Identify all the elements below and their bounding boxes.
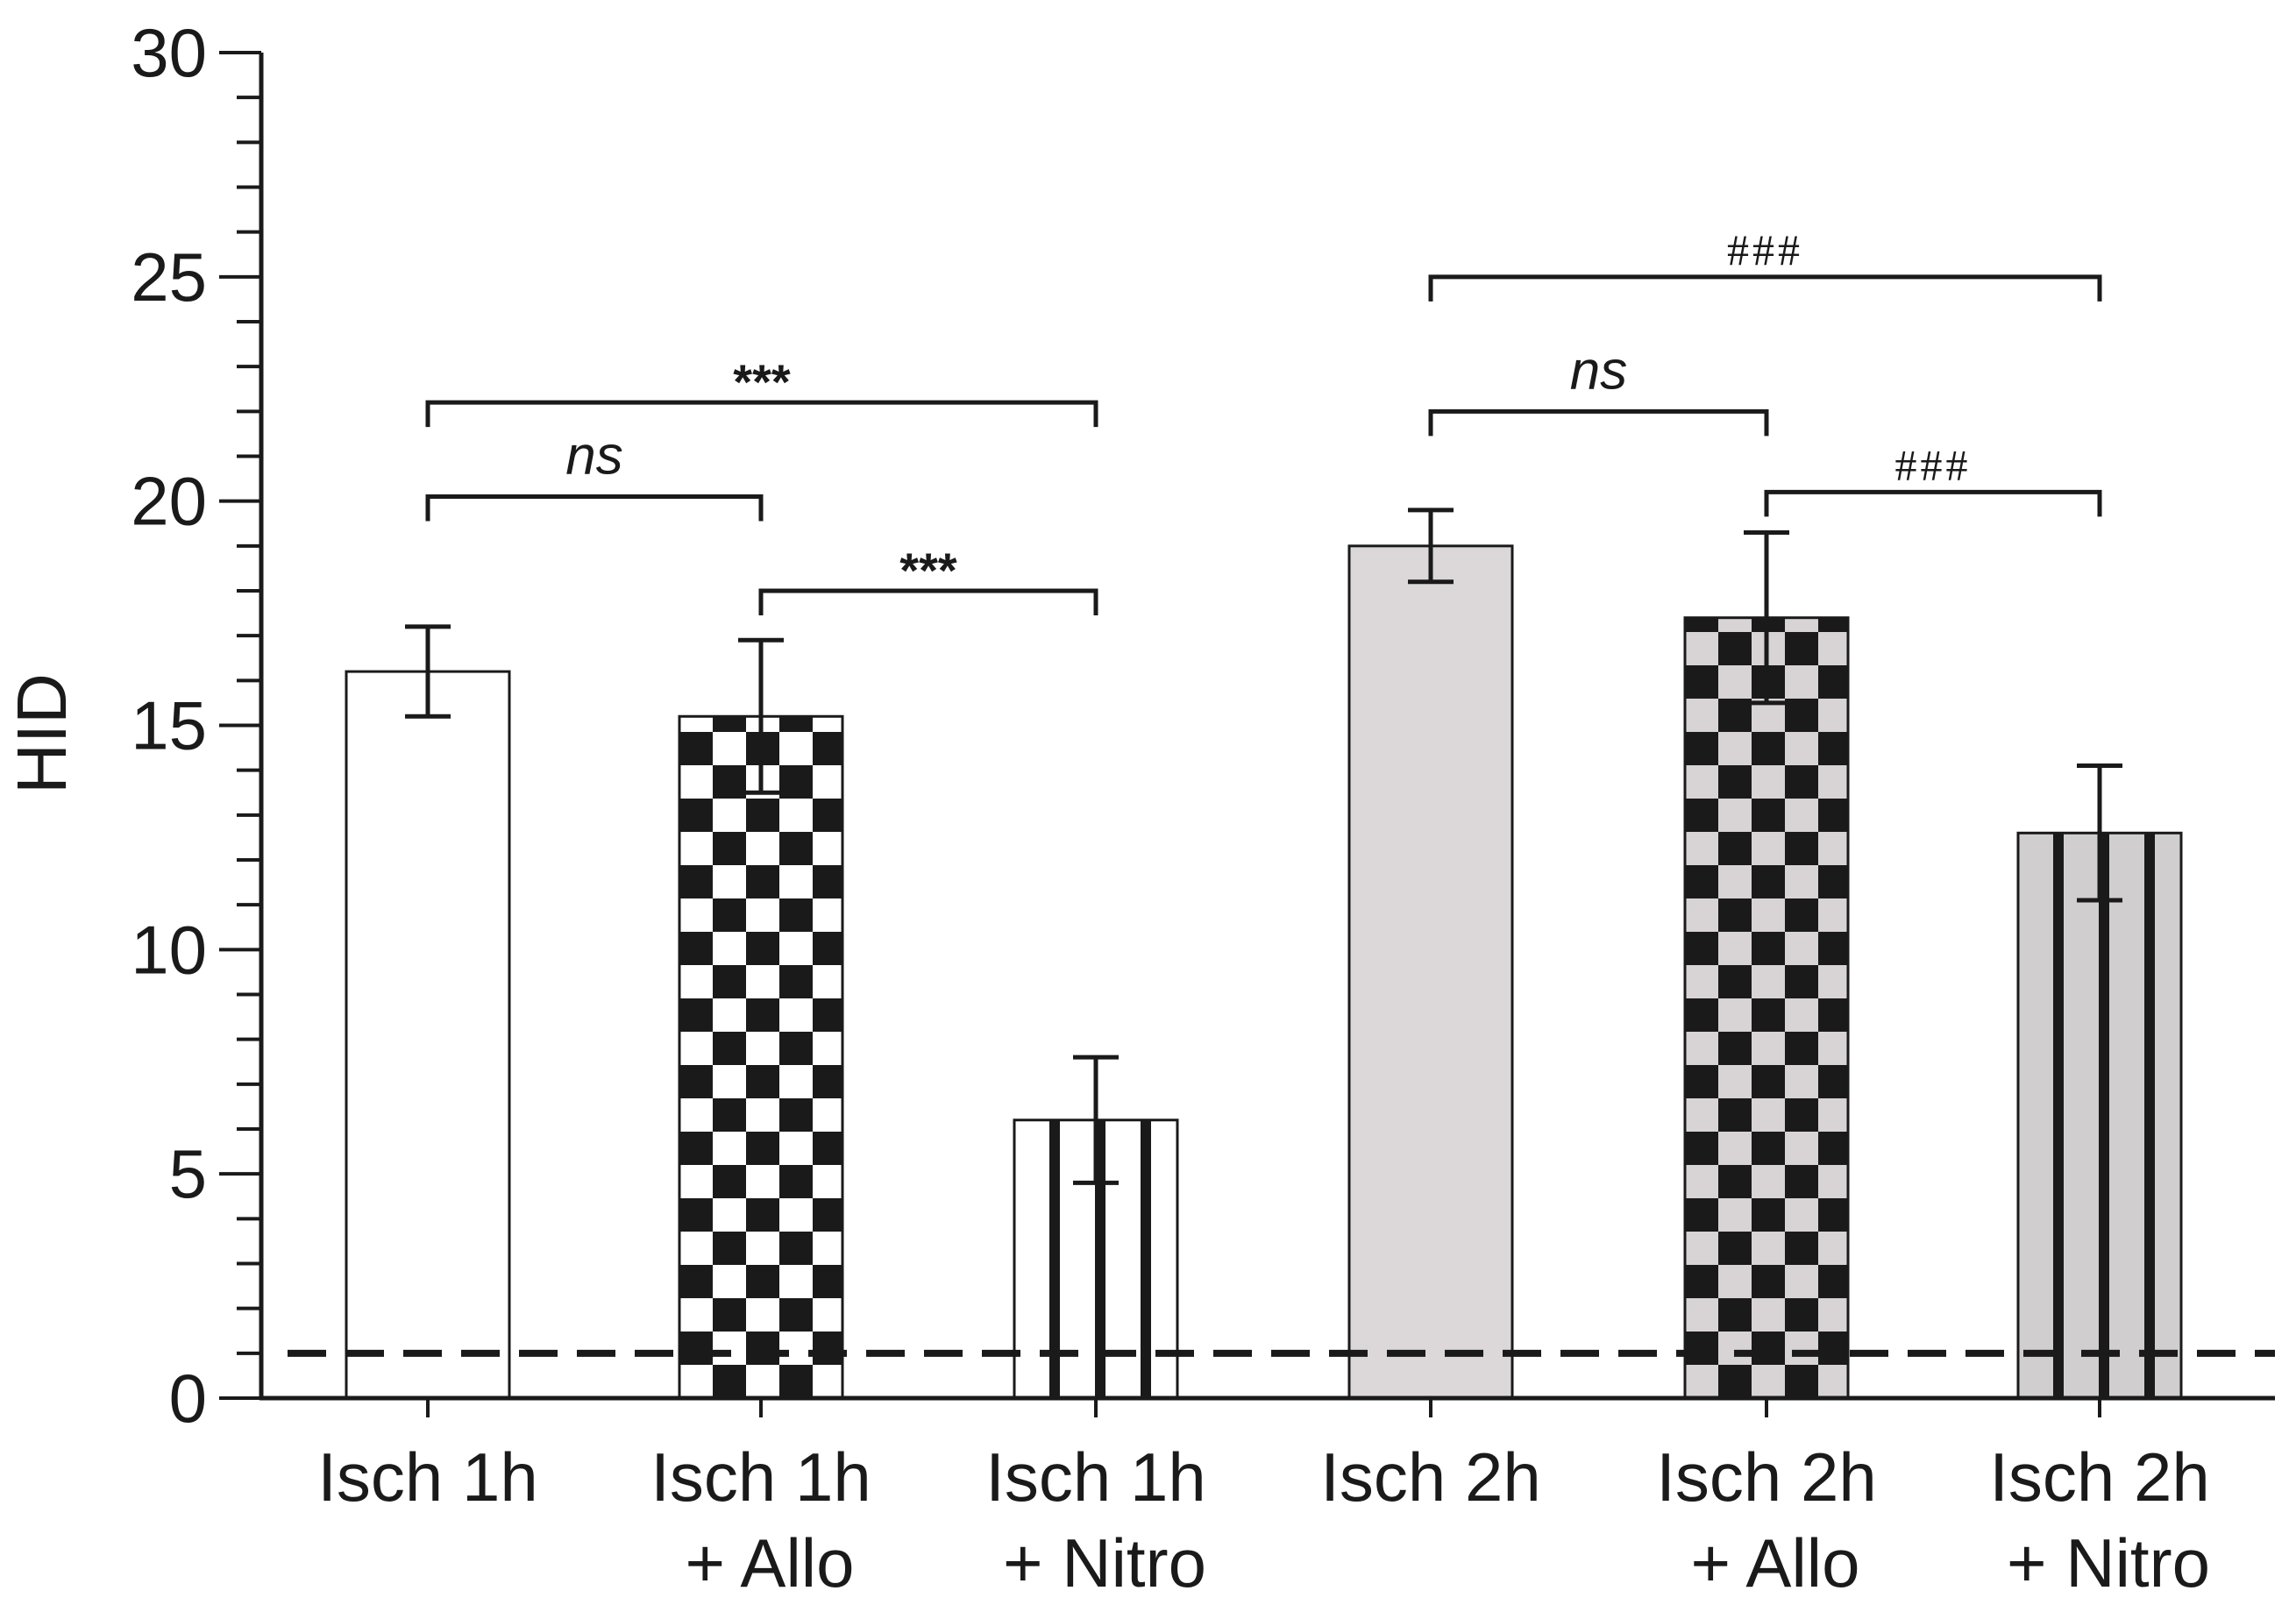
significance-label: ns	[1570, 340, 1627, 401]
x-tick-label: Isch 2h	[1989, 1438, 2209, 1516]
x-tick-label: + Allo	[686, 1524, 855, 1601]
significance-layer: ns *** *** ns ### ###	[425, 225, 2102, 615]
x-tick-label: Isch 2h	[1320, 1438, 1540, 1516]
y-tick-label: 25	[131, 238, 207, 316]
significance-bracket	[425, 400, 1098, 428]
significance-bracket	[758, 588, 1098, 615]
significance-bracket	[1764, 489, 2102, 517]
bar	[2016, 831, 2183, 1400]
x-tick-label: Isch 1h	[650, 1438, 871, 1516]
significance-label: ***	[733, 354, 791, 409]
y-tick-label: 10	[131, 911, 207, 988]
x-tick-label: Isch 1h	[985, 1438, 1205, 1516]
bar	[1347, 544, 1514, 1400]
significance-label: ***	[899, 543, 957, 598]
x-tick-label: + Nitro	[1003, 1524, 1206, 1601]
significance-label: ns	[565, 426, 622, 486]
bar	[678, 714, 844, 1400]
x-tick-label: + Nitro	[2007, 1524, 2210, 1601]
bar	[1683, 616, 1850, 1400]
significance-bracket	[1428, 274, 2102, 302]
bars-layer	[345, 544, 2183, 1400]
y-tick-label: 30	[131, 14, 207, 91]
error-bars-layer	[405, 508, 2122, 1185]
bar	[345, 670, 511, 1400]
y-tick-label: 5	[169, 1135, 207, 1212]
significance-label: ###	[1727, 225, 1803, 274]
x-tick-label: + Allo	[1691, 1524, 1860, 1601]
axes-layer: 0 5 10 15 20 25 30 Isch 1h Isch 1h + Allo Isch 1h +…	[131, 14, 2275, 1601]
y-tick-label: 20	[131, 463, 207, 540]
significance-label: ###	[1895, 440, 1972, 489]
significance-bracket	[1428, 408, 1769, 437]
x-tick-label: Isch 2h	[1656, 1438, 1876, 1516]
x-tick-label: Isch 1h	[317, 1438, 537, 1516]
y-tick-label: 15	[131, 687, 207, 764]
y-axis-label: HID	[3, 673, 81, 794]
significance-bracket	[425, 494, 764, 522]
y-tick-label: 0	[169, 1360, 207, 1437]
